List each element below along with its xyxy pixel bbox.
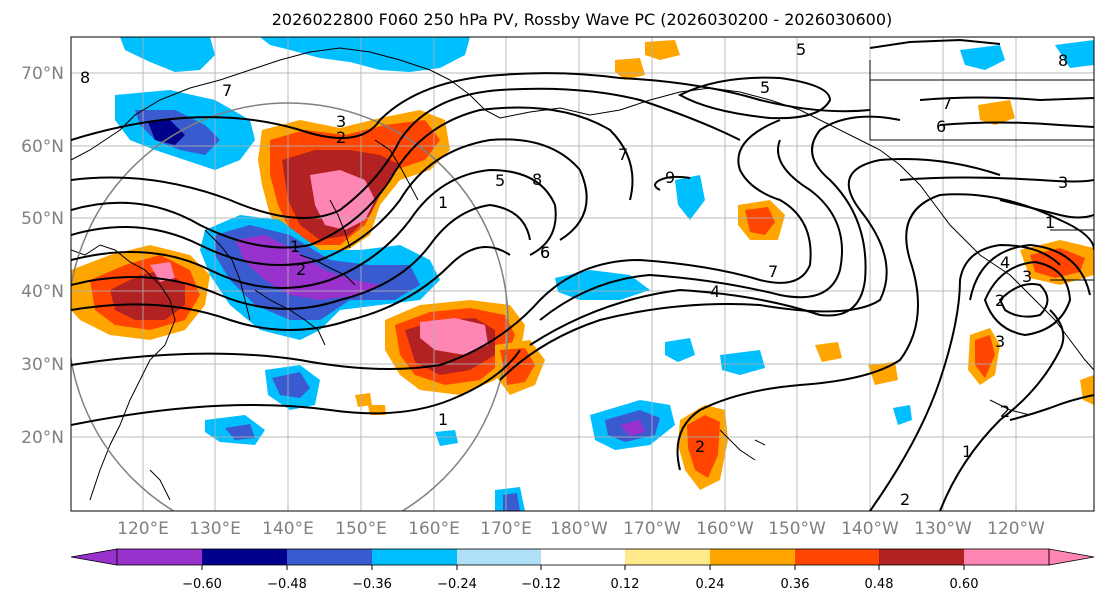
- contour-label: 8: [1058, 51, 1068, 70]
- lat-label-60n: 60°N: [21, 137, 64, 157]
- colorbar-segment: [372, 549, 457, 565]
- contour-label: 3: [1022, 267, 1032, 286]
- contour-label: 7: [768, 262, 778, 281]
- contour-label: 1: [438, 410, 448, 429]
- contour-label: 1: [962, 442, 972, 461]
- colorbar-segment: [541, 549, 625, 565]
- contour-label: 1: [290, 237, 300, 256]
- coastlines: [71, 47, 1094, 501]
- contour-label: 4: [1000, 253, 1010, 272]
- contour-labels: 8 7 3 2 1 5 6 7 8 9 5 7 6 3 6 7 4 1 1 2 …: [80, 40, 1068, 509]
- colorbar-segment: [879, 549, 964, 565]
- contour-label: 2: [995, 291, 1005, 310]
- colorbar-segment: [202, 549, 287, 565]
- map-title: 2026022800 F060 250 hPa PV, Rossby Wave …: [272, 10, 893, 29]
- contour-label: 5: [796, 40, 806, 59]
- colorbar-segment: [457, 549, 541, 565]
- lon-label: 150°E: [335, 519, 387, 539]
- colorbar-tick-label: −0.36: [352, 577, 392, 592]
- lat-label-40n: 40°N: [21, 282, 64, 302]
- pv-contours: [71, 38, 1094, 511]
- colorbar-segment: [964, 549, 1049, 565]
- longitude-labels: 120°E 130°E 140°E 150°E 160°E 170°E 180°…: [117, 519, 1045, 539]
- contour-label: 5: [495, 171, 505, 190]
- colorbar-tick-label: −0.24: [437, 577, 477, 592]
- colorbar-extend-low: [70, 548, 118, 566]
- colorbar-tick-label: 0.60: [950, 577, 979, 592]
- colorbar-tick-label: −0.48: [267, 577, 307, 592]
- colorbar-extend-high: [1048, 548, 1095, 566]
- reference-circle: [71, 102, 509, 511]
- lat-label-50n: 50°N: [21, 209, 64, 229]
- contour-label: 2: [695, 437, 705, 456]
- contour-label: 2: [900, 490, 910, 509]
- lon-label: 120°W: [987, 519, 1045, 539]
- lon-label: 130°E: [189, 519, 241, 539]
- lat-label-70n: 70°N: [21, 64, 64, 84]
- colorbar-tick-label: 0.36: [781, 577, 810, 592]
- colorbar-tick-label: 0.12: [611, 577, 640, 592]
- colorbar-segment: [795, 549, 879, 565]
- lon-label: 170°E: [480, 519, 532, 539]
- colorbar-tick-label: −0.60: [182, 577, 222, 592]
- lon-label: 140°E: [262, 519, 314, 539]
- lat-label-20n: 20°N: [21, 428, 64, 448]
- colorbar-segment: [625, 549, 710, 565]
- colorbar: −0.60 −0.48 −0.36 −0.24 −0.12 0.12 0.24 …: [70, 548, 1095, 592]
- lon-label: 170°W: [623, 519, 681, 539]
- colorbar-segment: [287, 549, 372, 565]
- contour-label: 2: [1000, 402, 1010, 421]
- contour-label: 4: [710, 282, 720, 301]
- colorbar-segment: [117, 549, 202, 565]
- contour-label: 5: [760, 78, 770, 97]
- lon-label: 130°W: [914, 519, 972, 539]
- contour-label: 6: [540, 243, 550, 262]
- contour-label: 3: [1058, 173, 1068, 192]
- contour-label: 2: [336, 128, 346, 147]
- lon-label: 150°W: [768, 519, 826, 539]
- contour-label: 8: [532, 170, 542, 189]
- contour-label: 3: [336, 112, 346, 131]
- contour-label: 6: [540, 243, 550, 262]
- colorbar-segment: [710, 549, 795, 565]
- lon-label: 160°W: [696, 519, 754, 539]
- contour-label: 8: [80, 68, 90, 87]
- lat-label-30n: 30°N: [21, 355, 64, 375]
- colorbar-tick-label: 0.24: [696, 577, 725, 592]
- lon-label: 140°W: [841, 519, 899, 539]
- contour-label: 7: [222, 81, 232, 100]
- latitude-labels: 70°N 60°N 50°N 40°N 30°N 20°N: [21, 64, 64, 448]
- contour-label: 2: [296, 260, 306, 279]
- contour-label: 1: [438, 193, 448, 212]
- lon-label: 160°E: [408, 519, 460, 539]
- colorbar-tick-label: −0.12: [521, 577, 561, 592]
- lon-label: 180°W: [550, 519, 608, 539]
- contour-label: 1: [1045, 213, 1055, 232]
- contour-label: 7: [618, 145, 628, 164]
- contour-label: 6: [936, 117, 946, 136]
- contour-label: 7: [942, 94, 952, 113]
- contour-label: 9: [665, 168, 675, 187]
- colorbar-tick-label: 0.48: [865, 577, 894, 592]
- lon-label: 120°E: [117, 519, 169, 539]
- contour-label: 3: [995, 332, 1005, 351]
